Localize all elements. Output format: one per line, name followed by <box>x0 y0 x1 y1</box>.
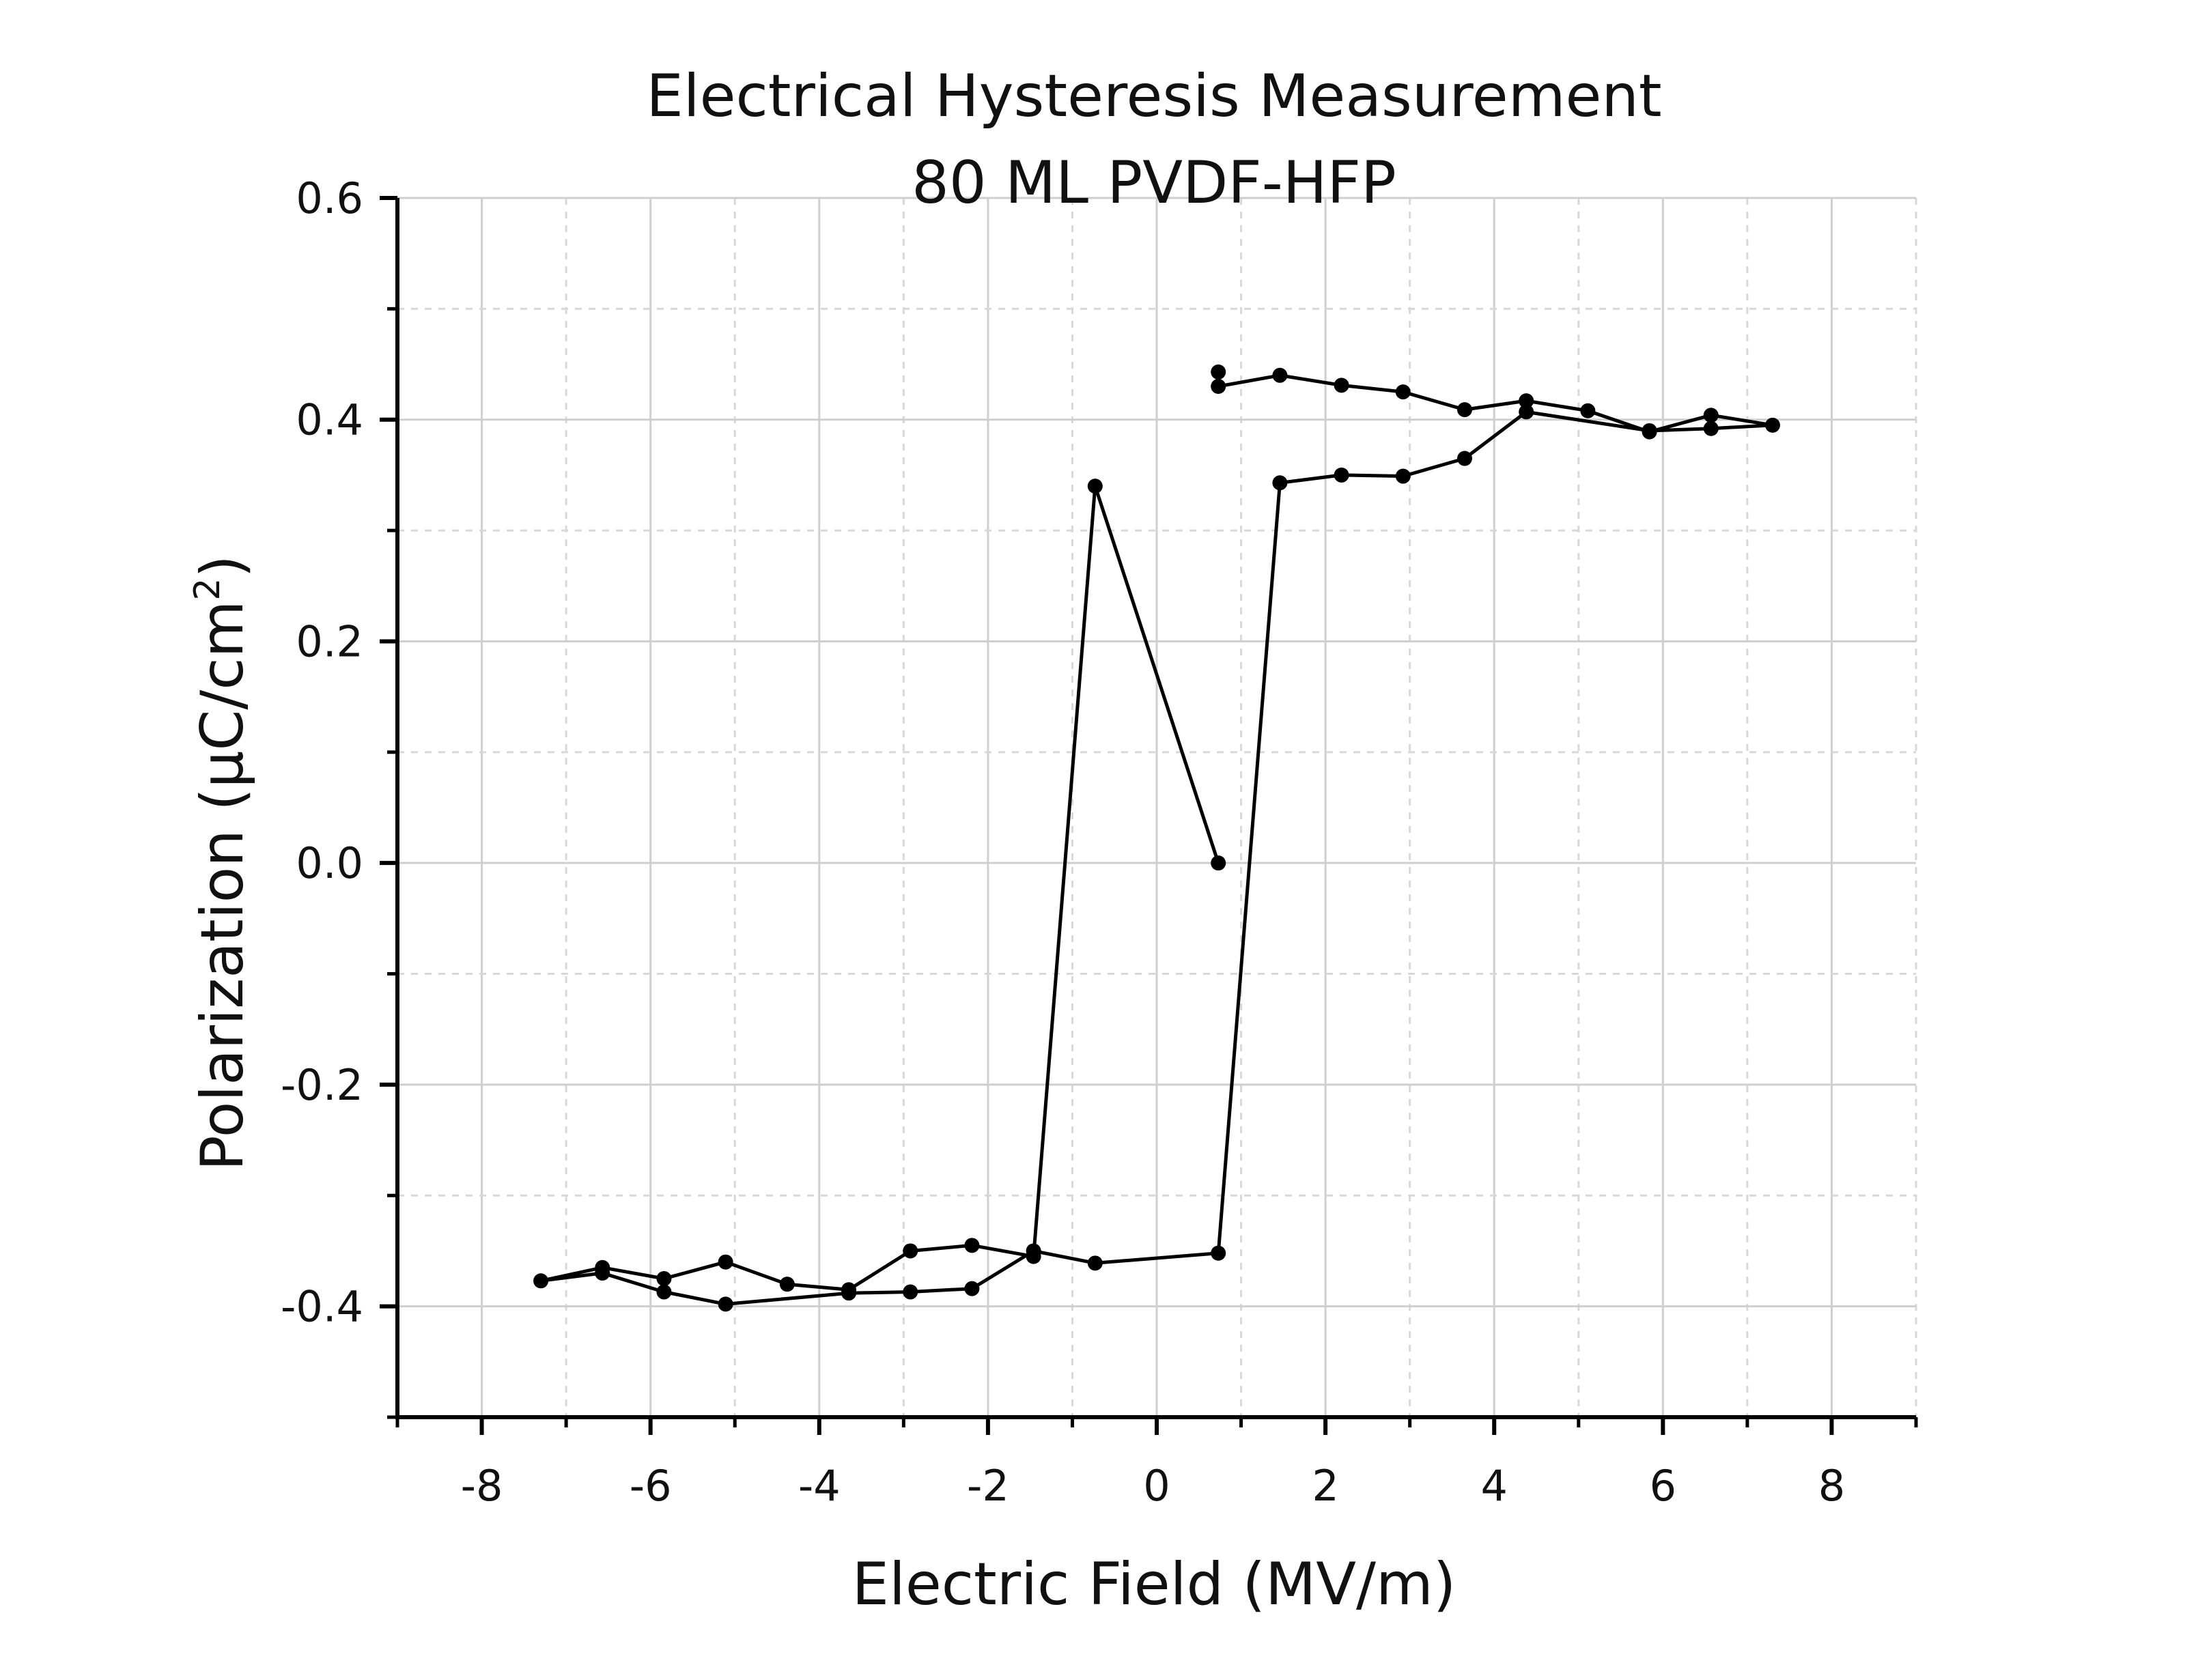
data-point <box>1087 1255 1103 1271</box>
data-point <box>1580 403 1596 418</box>
y-axis-label-main: Polarization (μC/cm <box>188 601 257 1171</box>
data-point <box>1456 451 1472 466</box>
data-point <box>903 1284 918 1300</box>
data-point <box>1519 404 1534 420</box>
data-point <box>1026 1243 1041 1259</box>
y-axis-label-close: ) <box>188 555 257 578</box>
data-point <box>1642 424 1657 440</box>
x-tick-label: -4 <box>798 1461 841 1511</box>
data-point <box>1334 378 1349 393</box>
data-point <box>656 1284 672 1300</box>
y-axis-label-superscript: 2 <box>187 578 228 600</box>
axes-layer: -8 -6 -4 -2 0 2 4 6 8 -0.4 -0.2 0.0 0.2 0.4 0.6 <box>281 173 1918 1511</box>
data-point <box>1456 402 1472 418</box>
x-axis-label: Electric Field (MV/m) <box>852 1550 1456 1619</box>
data-point <box>1272 475 1288 491</box>
data-point <box>656 1271 672 1287</box>
data-point <box>1519 393 1534 409</box>
data-point <box>1087 479 1103 494</box>
x-tick-label: -6 <box>630 1461 672 1511</box>
x-tick-label: 8 <box>1818 1461 1845 1511</box>
data-point <box>903 1243 918 1259</box>
data-point <box>595 1265 610 1281</box>
y-tick-label: 0.4 <box>296 395 363 445</box>
data-point <box>779 1277 795 1292</box>
data-point <box>718 1296 733 1312</box>
data-point <box>718 1254 733 1270</box>
grid-layer <box>397 197 1917 1417</box>
x-tick-label: 0 <box>1143 1461 1170 1511</box>
y-tick-label: -0.4 <box>281 1282 363 1332</box>
x-tick-label: 4 <box>1480 1461 1507 1511</box>
series-line <box>539 371 1775 1306</box>
y-tick-label: 0.6 <box>296 173 363 223</box>
data-point <box>841 1285 857 1301</box>
data-point <box>1211 1245 1226 1261</box>
data-point <box>1703 408 1719 423</box>
data-point <box>1211 364 1226 380</box>
chart-subtitle: 80 ML PVDF-HFP <box>912 149 1396 217</box>
y-tick-label: -0.2 <box>281 1060 363 1110</box>
data-point <box>1764 417 1780 433</box>
data-point <box>964 1238 980 1253</box>
data-point <box>533 1273 549 1289</box>
data-point <box>1703 421 1719 436</box>
x-tick-label: 6 <box>1650 1461 1676 1511</box>
y-tick-label: 0.2 <box>296 616 363 666</box>
y-axis-label: Polarization (μC/cm2) <box>187 555 257 1171</box>
data-point <box>964 1281 980 1296</box>
series-layer <box>533 364 1780 1312</box>
data-point <box>1272 367 1288 383</box>
data-point <box>1395 468 1411 484</box>
data-point <box>1334 467 1349 483</box>
data-point <box>1211 855 1226 871</box>
x-tick-label: -8 <box>461 1461 503 1511</box>
x-tick-label: 2 <box>1312 1461 1338 1511</box>
data-point <box>1211 379 1226 395</box>
data-point <box>1395 384 1411 400</box>
chart-title: Electrical Hysteresis Measurement <box>646 62 1661 130</box>
x-tick-label: -2 <box>967 1461 1009 1511</box>
y-tick-label: 0.0 <box>296 838 363 888</box>
